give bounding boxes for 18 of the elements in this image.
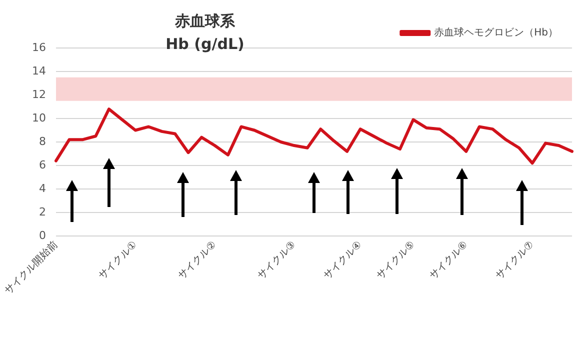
y-tick-label: 8 <box>38 134 46 148</box>
y-tick-label: 16 <box>32 40 46 54</box>
y-tick-label: 2 <box>38 205 46 218</box>
y-tick-label: 6 <box>38 158 46 172</box>
x-tick-label: サイクル② <box>176 239 219 282</box>
y-tick-label: 12 <box>32 88 46 101</box>
chart-subtitle: Hb (g/dL) <box>164 34 246 55</box>
x-tick-label: サイクル④ <box>322 239 364 282</box>
chart-title: 赤血球系 <box>174 11 236 32</box>
x-tick-label: サイクル① <box>96 239 140 282</box>
legend-label: 赤血球ヘモグロビン（Hb） <box>434 26 558 39</box>
y-tick-label: 10 <box>32 111 46 124</box>
x-tick-label: サイクル⑦ <box>494 239 536 282</box>
y-tick-label: 14 <box>32 64 46 78</box>
x-tick-label: サイクル⑥ <box>428 239 470 282</box>
y-tick-label: 4 <box>38 182 46 195</box>
x-tick-label: サイクル③ <box>256 239 298 282</box>
x-tick-label: サイクル⑤ <box>374 239 418 282</box>
